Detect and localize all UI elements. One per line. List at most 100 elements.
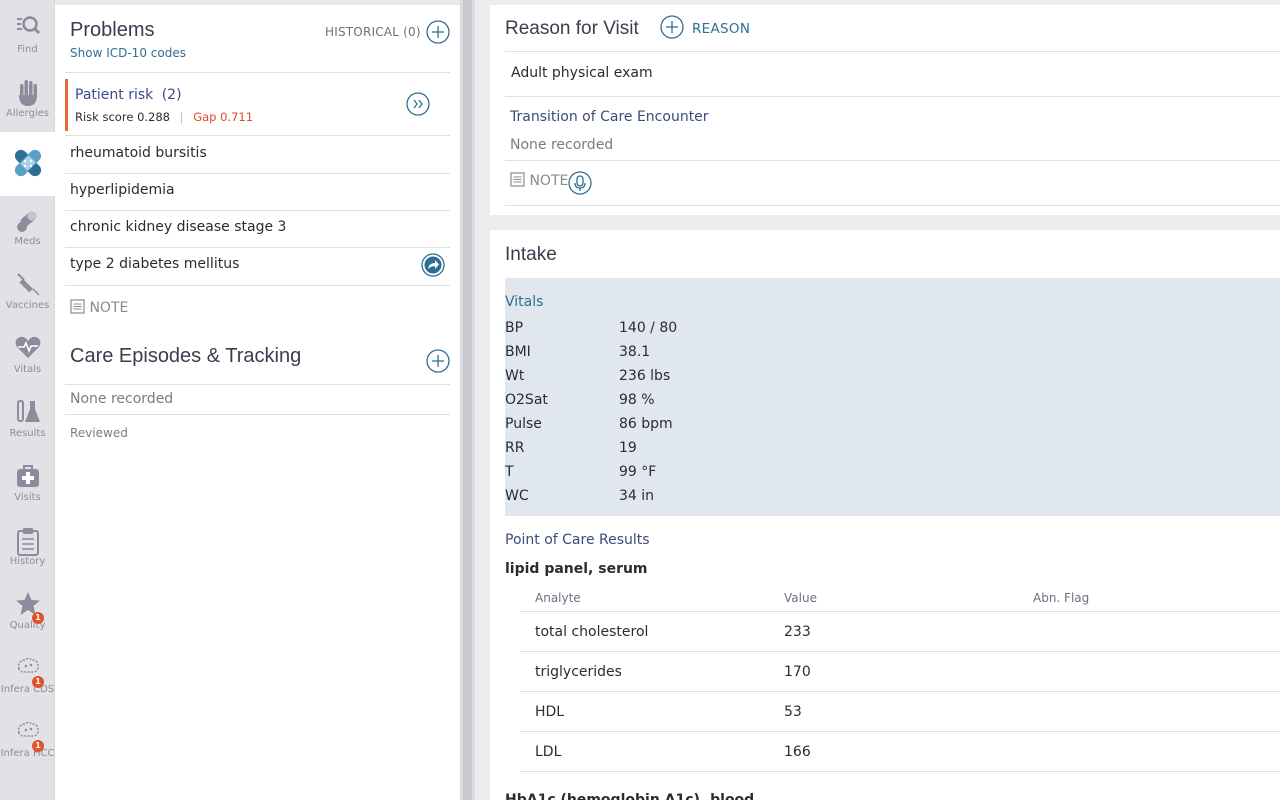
rail-label: Results xyxy=(9,428,46,439)
rail-item-vitals[interactable]: Vitals xyxy=(0,328,55,390)
problem-item[interactable]: chronic kidney disease stage 3 xyxy=(70,219,287,235)
notification-badge: 1 xyxy=(32,740,44,752)
analyte-name: LDL xyxy=(535,744,562,760)
rail-item-find[interactable]: Find xyxy=(0,8,55,70)
vital-value: 99 °F xyxy=(619,464,657,480)
rail-label: Allergies xyxy=(6,108,49,119)
hand-icon xyxy=(0,72,55,108)
gap-label: Gap xyxy=(193,110,217,124)
microphone-icon xyxy=(568,171,592,195)
rail-label: Infera CDS xyxy=(0,684,55,695)
care-episodes-title: Care Episodes & Tracking xyxy=(70,345,302,367)
patient-risk-card[interactable]: Patient risk (2) Risk score 0.288 | Gap … xyxy=(65,79,450,131)
lipid-panel-title: lipid panel, serum xyxy=(505,561,648,577)
rail-item-vaccines[interactable]: Vaccines xyxy=(0,264,55,326)
intake-card: Intake Vitals BP 140 / 80 BMI 38.1 Wt 23… xyxy=(490,230,1280,800)
add-problem-button[interactable] xyxy=(426,20,450,44)
star-icon xyxy=(0,584,55,620)
rail-item-quality[interactable]: 1 Quality xyxy=(0,584,55,646)
risk-score-value: 0.288 xyxy=(137,110,170,124)
point-of-care-title: Point of Care Results xyxy=(505,532,650,548)
show-icd10-link[interactable]: Show ICD-10 codes xyxy=(70,46,186,60)
rail-item-infera-hcc[interactable]: 1 Infera HCC xyxy=(0,712,55,774)
reason-title: Reason for Visit xyxy=(505,18,639,39)
vital-value: 98 % xyxy=(619,392,655,408)
vital-value: 19 xyxy=(619,440,637,456)
divider xyxy=(65,135,450,136)
rail-label: Visits xyxy=(14,492,41,503)
double-chevron-right-icon xyxy=(406,92,430,116)
panel-scrollbar[interactable] xyxy=(460,0,475,800)
intake-title: Intake xyxy=(505,244,557,265)
expand-risk-button[interactable] xyxy=(406,92,430,116)
analyte-value: 170 xyxy=(784,664,811,680)
problems-note-button[interactable]: NOTE xyxy=(70,299,128,316)
patient-risk-title: Patient risk (2) xyxy=(75,87,182,103)
column-header-flag: Abn. Flag xyxy=(1033,591,1090,605)
problem-item[interactable]: type 2 diabetes mellitus xyxy=(70,256,240,272)
divider xyxy=(65,72,450,73)
left-nav-rail: Find Allergies Meds Vaccines Vitals Resu… xyxy=(0,0,55,800)
divider xyxy=(505,205,1280,206)
rail-label: History xyxy=(9,556,46,567)
divider xyxy=(65,285,450,286)
plus-circle-icon xyxy=(426,349,450,373)
rail-label: Infera HCC xyxy=(0,748,55,759)
problem-item[interactable]: rheumatoid bursitis xyxy=(70,145,207,161)
vitals-title: Vitals xyxy=(505,294,544,310)
hba1c-panel-title: HbA1c (hemoglobin A1c), blood xyxy=(505,792,755,800)
rail-item-visits[interactable]: Visits xyxy=(0,456,55,518)
share-problem-button[interactable] xyxy=(421,253,445,277)
rail-item-problems[interactable] xyxy=(0,132,55,196)
divider xyxy=(505,51,1280,52)
historical-toggle[interactable]: HISTORICAL (0) xyxy=(325,25,421,39)
risk-score-line: Risk score 0.288 | Gap 0.711 xyxy=(75,110,254,124)
column-header-value: Value xyxy=(784,591,817,605)
reason-for-visit-card: Reason for Visit REASON Adult physical e… xyxy=(490,5,1280,215)
reason-button-label: REASON xyxy=(692,21,751,37)
transition-of-care-value: None recorded xyxy=(510,137,614,153)
rail-item-meds[interactable]: Meds xyxy=(0,200,55,262)
analyte-value: 53 xyxy=(784,704,802,720)
note-label: NOTE xyxy=(529,173,569,189)
reason-value[interactable]: Adult physical exam xyxy=(511,65,653,81)
patient-risk-label: Patient risk xyxy=(75,87,154,103)
divider xyxy=(65,247,450,248)
reviewed-label: Reviewed xyxy=(70,426,128,440)
vital-label: BP xyxy=(505,320,524,336)
vital-value: 86 bpm xyxy=(619,416,673,432)
scrollbar-thumb[interactable] xyxy=(463,0,472,800)
notification-badge: 1 xyxy=(32,612,44,624)
add-reason-button[interactable]: REASON xyxy=(660,15,750,41)
analyte-name: HDL xyxy=(535,704,565,720)
divider xyxy=(520,771,1280,772)
problems-panel: Problems Show ICD-10 codes HISTORICAL (0… xyxy=(55,5,460,800)
dictate-button[interactable] xyxy=(568,171,592,195)
rail-item-results[interactable]: Results xyxy=(0,392,55,454)
rail-label: Quality xyxy=(9,620,46,631)
bandage-icon xyxy=(0,132,55,177)
vital-value: 38.1 xyxy=(619,344,651,360)
divider xyxy=(505,96,1280,97)
brain-icon xyxy=(0,712,55,748)
notification-badge: 1 xyxy=(32,676,44,688)
rail-item-history[interactable]: History xyxy=(0,520,55,582)
rail-item-infera-cds[interactable]: 1 Infera CDS xyxy=(0,648,55,710)
problem-item[interactable]: hyperlipidemia xyxy=(70,182,175,198)
heart-pulse-icon xyxy=(0,328,55,364)
divider xyxy=(520,731,1280,732)
plus-circle-icon xyxy=(426,20,450,44)
analyte-value: 166 xyxy=(784,744,811,760)
patient-risk-count: (2) xyxy=(161,87,182,103)
rail-label: Vitals xyxy=(13,364,42,375)
note-icon xyxy=(510,172,525,187)
pill-icon xyxy=(0,200,55,236)
vital-label: RR xyxy=(505,440,525,456)
reason-note-button[interactable]: NOTE xyxy=(510,172,568,189)
add-care-episode-button[interactable] xyxy=(426,349,450,373)
rail-label: Meds xyxy=(14,236,41,247)
column-header-analyte: Analyte xyxy=(535,591,581,605)
rail-item-allergies[interactable]: Allergies xyxy=(0,72,55,134)
care-episodes-empty: None recorded xyxy=(70,391,174,407)
analyte-value: 233 xyxy=(784,624,811,640)
